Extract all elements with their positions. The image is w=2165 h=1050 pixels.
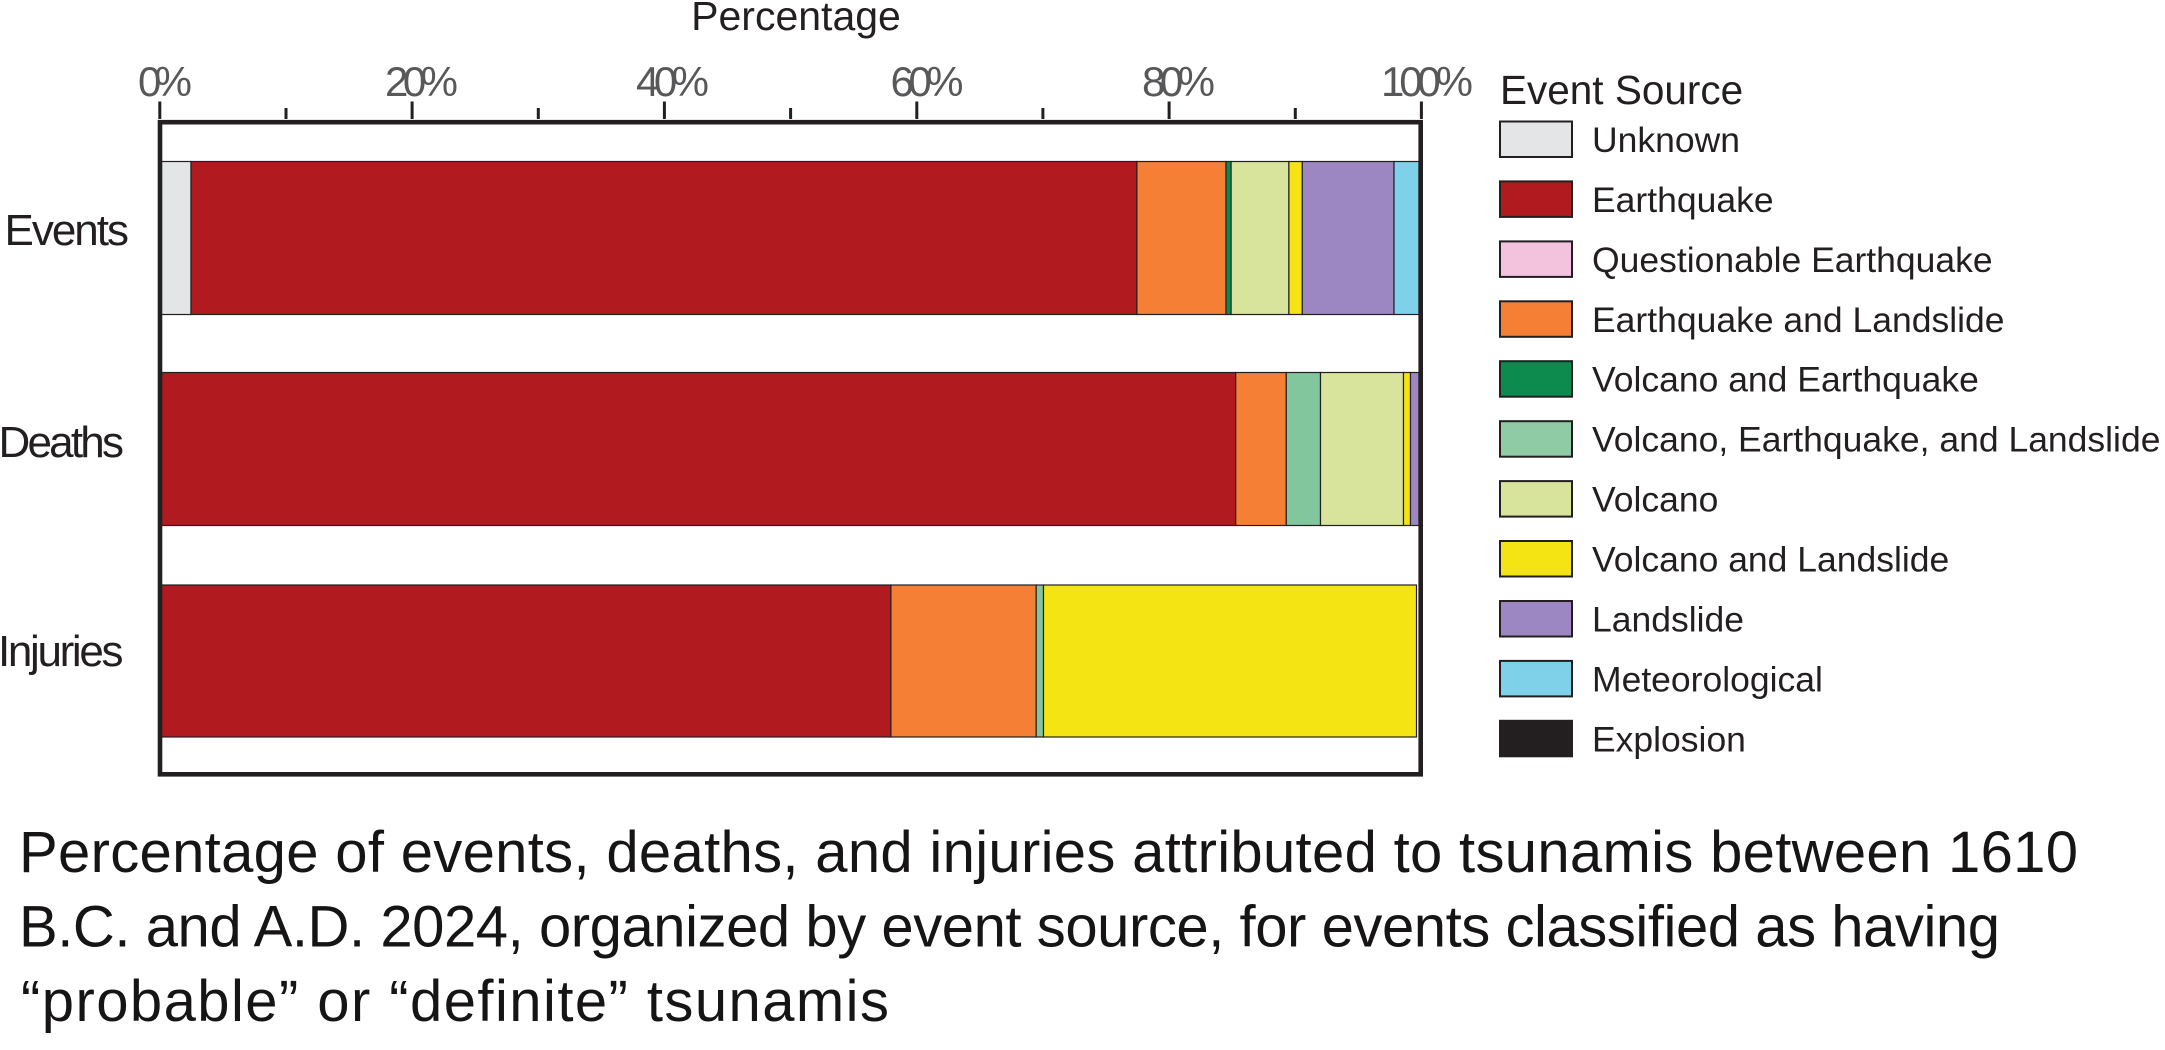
svg-text:Earthquake and Landslide: Earthquake and Landslide [1592,300,2005,340]
svg-text:Percentage of events, deaths,: Percentage of events, deaths, and injuri… [19,820,2078,885]
svg-text:Questionable Earthquake: Questionable Earthquake [1592,240,1993,280]
svg-text:Deaths: Deaths [0,418,124,467]
svg-text:Event Source: Event Source [1500,67,1743,113]
svg-text:Landslide: Landslide [1592,599,1744,639]
svg-text:Meteorological: Meteorological [1592,659,1823,699]
svg-text:Earthquake: Earthquake [1592,180,1774,220]
svg-text:0%: 0% [138,58,192,105]
svg-text:“probable” or “definite” tsuna: “probable” or “definite” tsunamis [21,969,889,1034]
svg-text:B.C. and A.D. 2024, organized: B.C. and A.D. 2024, organized by event s… [19,895,2000,960]
svg-text:Events: Events [5,206,130,255]
svg-text:Volcano, Earthquake, and Lands: Volcano, Earthquake, and Landslide [1592,420,2160,460]
svg-text:80%: 80% [1142,58,1215,105]
svg-text:Injuries: Injuries [0,627,124,676]
svg-text:Volcano and Earthquake: Volcano and Earthquake [1592,360,1979,400]
svg-text:100%: 100% [1381,58,1473,105]
svg-text:Volcano: Volcano [1592,480,1718,520]
svg-text:60%: 60% [891,58,964,105]
svg-text:Explosion: Explosion [1592,719,1746,759]
svg-text:Volcano and Landslide: Volcano and Landslide [1592,540,1949,580]
svg-text:Percentage: Percentage [691,0,901,39]
svg-text:40%: 40% [636,58,709,105]
svg-text:Unknown: Unknown [1592,120,1740,160]
svg-text:20%: 20% [385,58,458,105]
